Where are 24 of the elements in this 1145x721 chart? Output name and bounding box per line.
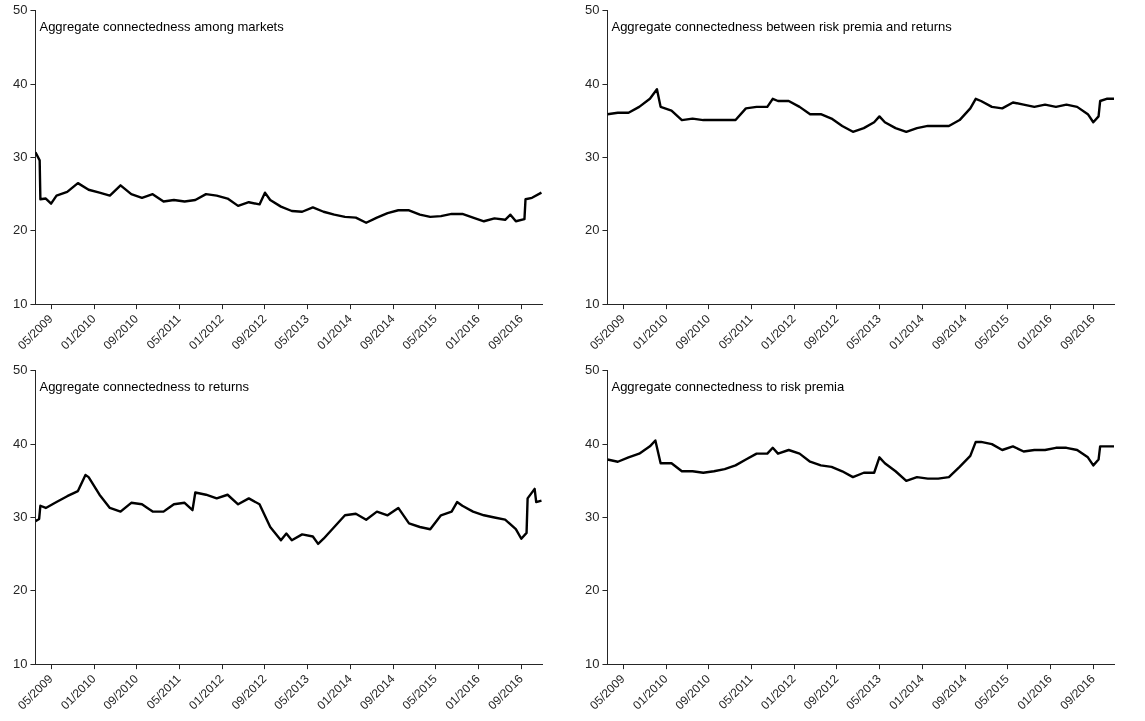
y-tick-label: 40 [12, 75, 28, 91]
text: Aggregate connectedness to risk premia [611, 378, 845, 394]
y-tick-label: 50 [584, 2, 600, 18]
y-tick-label: 30 [12, 509, 28, 525]
y-tick-label: 50 [12, 2, 28, 18]
y-tick-label: 20 [12, 222, 28, 238]
y-tick-label: 50 [12, 362, 28, 378]
y-tick-label: 20 [12, 582, 28, 598]
y-tick-label: 30 [12, 149, 28, 165]
y-tick-label: 50 [584, 362, 600, 378]
text: Aggregate connectedness to returns [39, 378, 250, 394]
text: Aggregate connectedness among markets [39, 18, 285, 34]
y-tick-label: 10 [12, 655, 28, 671]
y-tick-label: 40 [584, 435, 600, 451]
y-tick-label: 30 [584, 509, 600, 525]
y-tick-label: 10 [12, 295, 28, 311]
y-tick-label: 10 [584, 295, 600, 311]
y-tick-label: 20 [584, 582, 600, 598]
y-tick-label: 40 [584, 75, 600, 91]
y-tick-label: 20 [584, 222, 600, 238]
y-tick-label: 40 [12, 435, 28, 451]
y-tick-label: 10 [584, 655, 600, 671]
text: Aggregate connectedness between risk premia and returns [611, 18, 953, 34]
y-tick-label: 30 [584, 149, 600, 165]
